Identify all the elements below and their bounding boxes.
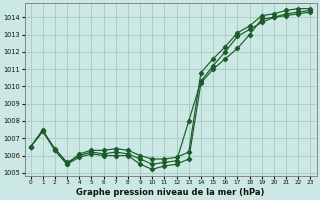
X-axis label: Graphe pression niveau de la mer (hPa): Graphe pression niveau de la mer (hPa) xyxy=(76,188,265,197)
